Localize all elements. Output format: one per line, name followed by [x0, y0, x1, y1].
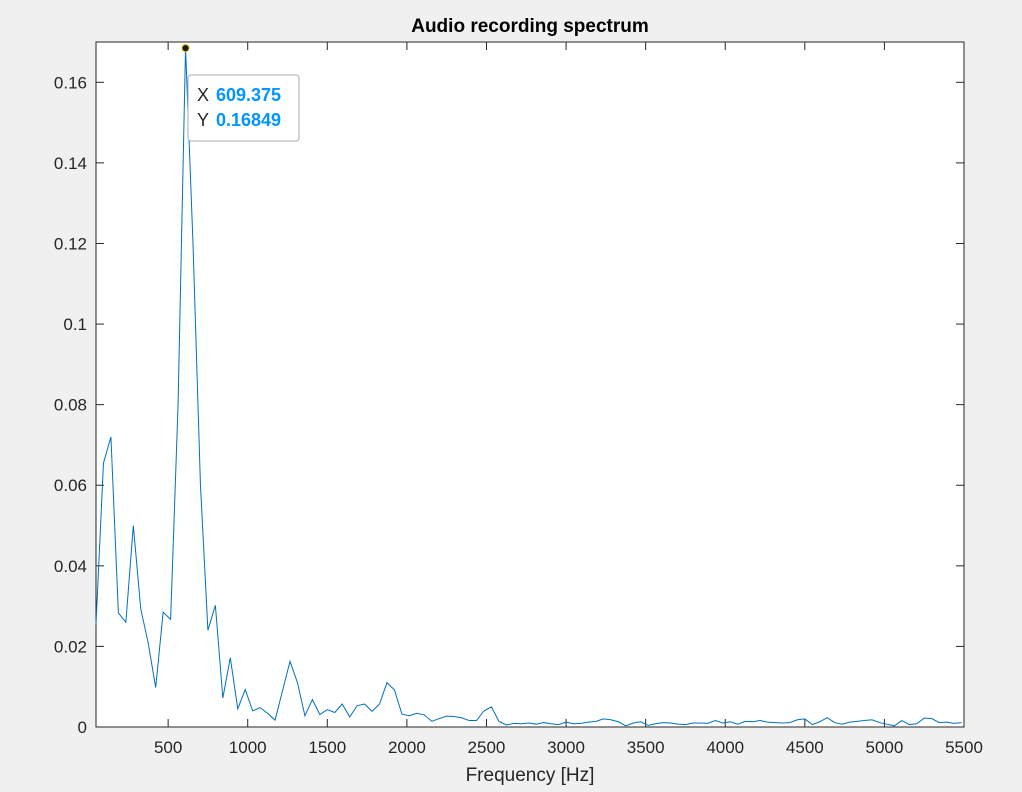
x-tick-label: 2000	[388, 738, 426, 757]
x-tick-label: 4000	[706, 738, 744, 757]
y-tick-label: 0.1	[63, 315, 87, 334]
x-tick-label: 3500	[627, 738, 665, 757]
y-tick-label: 0.06	[54, 476, 87, 495]
x-tick-label: 4500	[786, 738, 824, 757]
x-tick-label: 1500	[308, 738, 346, 757]
x-axis-label: Frequency [Hz]	[466, 765, 595, 786]
datatip-y-value: 0.16849	[216, 110, 281, 130]
x-tick-label: 5500	[945, 738, 983, 757]
y-tick-label: 0.16	[54, 73, 87, 92]
y-tick-label: 0	[78, 718, 87, 737]
datatip[interactable]: X 609.375 Y 0.16849	[181, 44, 300, 142]
datatip-x-label: X	[197, 85, 209, 105]
x-tick-label: 500	[154, 738, 182, 757]
x-axis-tick-labels: 500 1000 1500 2000 2500 3000 3500 4000 4500 5000 5…	[154, 738, 983, 757]
x-tick-label: 1000	[229, 738, 267, 757]
x-tick-label: 3000	[547, 738, 585, 757]
datatip-box[interactable]	[187, 74, 300, 142]
y-tick-label: 0.12	[54, 234, 87, 253]
spectrum-line[interactable]	[95, 48, 962, 727]
datatip-y-label: Y	[197, 110, 209, 130]
y-axis-tick-labels: 0 0.02 0.04 0.06 0.08 0.1 0.12 0.14 0.16	[54, 73, 87, 737]
y-tick-label: 0.08	[54, 396, 87, 415]
chart-title: Audio recording spectrum	[411, 16, 649, 37]
y-tick-label: 0.04	[54, 557, 87, 576]
x-tick-label: 5000	[865, 738, 903, 757]
x-tick-label: 2500	[468, 738, 506, 757]
datatip-marker[interactable]	[181, 44, 190, 53]
y-tick-label: 0.14	[54, 154, 87, 173]
axis-ticks	[96, 42, 965, 728]
datatip-x-value: 609.375	[216, 85, 281, 105]
plot-area[interactable]	[95, 41, 965, 728]
y-tick-label: 0.02	[54, 637, 87, 656]
